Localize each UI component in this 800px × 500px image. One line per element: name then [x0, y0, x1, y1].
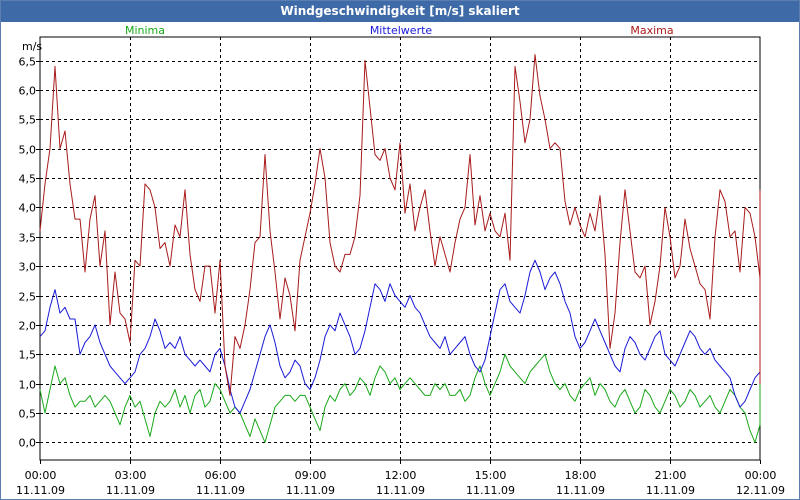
x-tick-time: 00:00	[745, 469, 777, 482]
y-tick-label: 3,5	[19, 232, 37, 245]
x-tick-date: 11.11.09	[556, 484, 605, 497]
x-tick-time: 18:00	[565, 469, 597, 482]
x-tick-date: 11.11.09	[646, 484, 695, 497]
y-tick-label: 3,0	[19, 261, 37, 274]
chart-title: Windgeschwindigkeit [m/s] skaliert	[1, 1, 799, 22]
y-tick-label: 4,5	[19, 173, 37, 186]
y-tick-label: 2,5	[19, 291, 37, 304]
x-tick-time: 03:00	[115, 469, 147, 482]
y-tick-label: 5,5	[19, 114, 37, 127]
x-tick-date: 11.11.09	[286, 484, 335, 497]
y-tick-label: 1,0	[19, 379, 37, 392]
x-tick-date: 11.11.09	[376, 484, 425, 497]
y-axis-label: m/s	[22, 40, 42, 53]
y-tick-label: 2,0	[19, 320, 37, 333]
y-tick-label: 0,0	[19, 437, 37, 450]
legend-minima: Minima	[125, 24, 165, 37]
series-line-mittelwerte	[39, 259, 761, 414]
x-tick-time: 15:00	[475, 469, 507, 482]
series-line-minima	[39, 353, 761, 443]
legend-maxima: Maxima	[630, 24, 673, 37]
x-tick-date: 11.11.09	[106, 484, 155, 497]
x-tick-time: 21:00	[655, 469, 687, 482]
x-tick-time: 06:00	[205, 469, 237, 482]
y-tick-label: 1,5	[19, 349, 37, 362]
x-tick-time: 09:00	[295, 469, 327, 482]
y-tick-label: 6,0	[19, 85, 37, 98]
x-tick-time: 00:00	[25, 469, 57, 482]
x-tick-date: 11.11.09	[466, 484, 515, 497]
y-tick-label: 6,5	[19, 56, 37, 69]
legend-mittelwerte: Mittelwerte	[370, 24, 433, 37]
x-tick-date: 12.11.09	[736, 484, 785, 497]
x-tick-date: 11.11.09	[16, 484, 65, 497]
y-tick-label: 0,5	[19, 408, 37, 421]
series-line-maxima	[39, 54, 761, 396]
y-tick-label: 4,0	[19, 202, 37, 215]
y-tick-label: 5,0	[19, 144, 37, 157]
x-tick-date: 11.11.09	[196, 484, 245, 497]
x-tick-time: 12:00	[385, 469, 417, 482]
